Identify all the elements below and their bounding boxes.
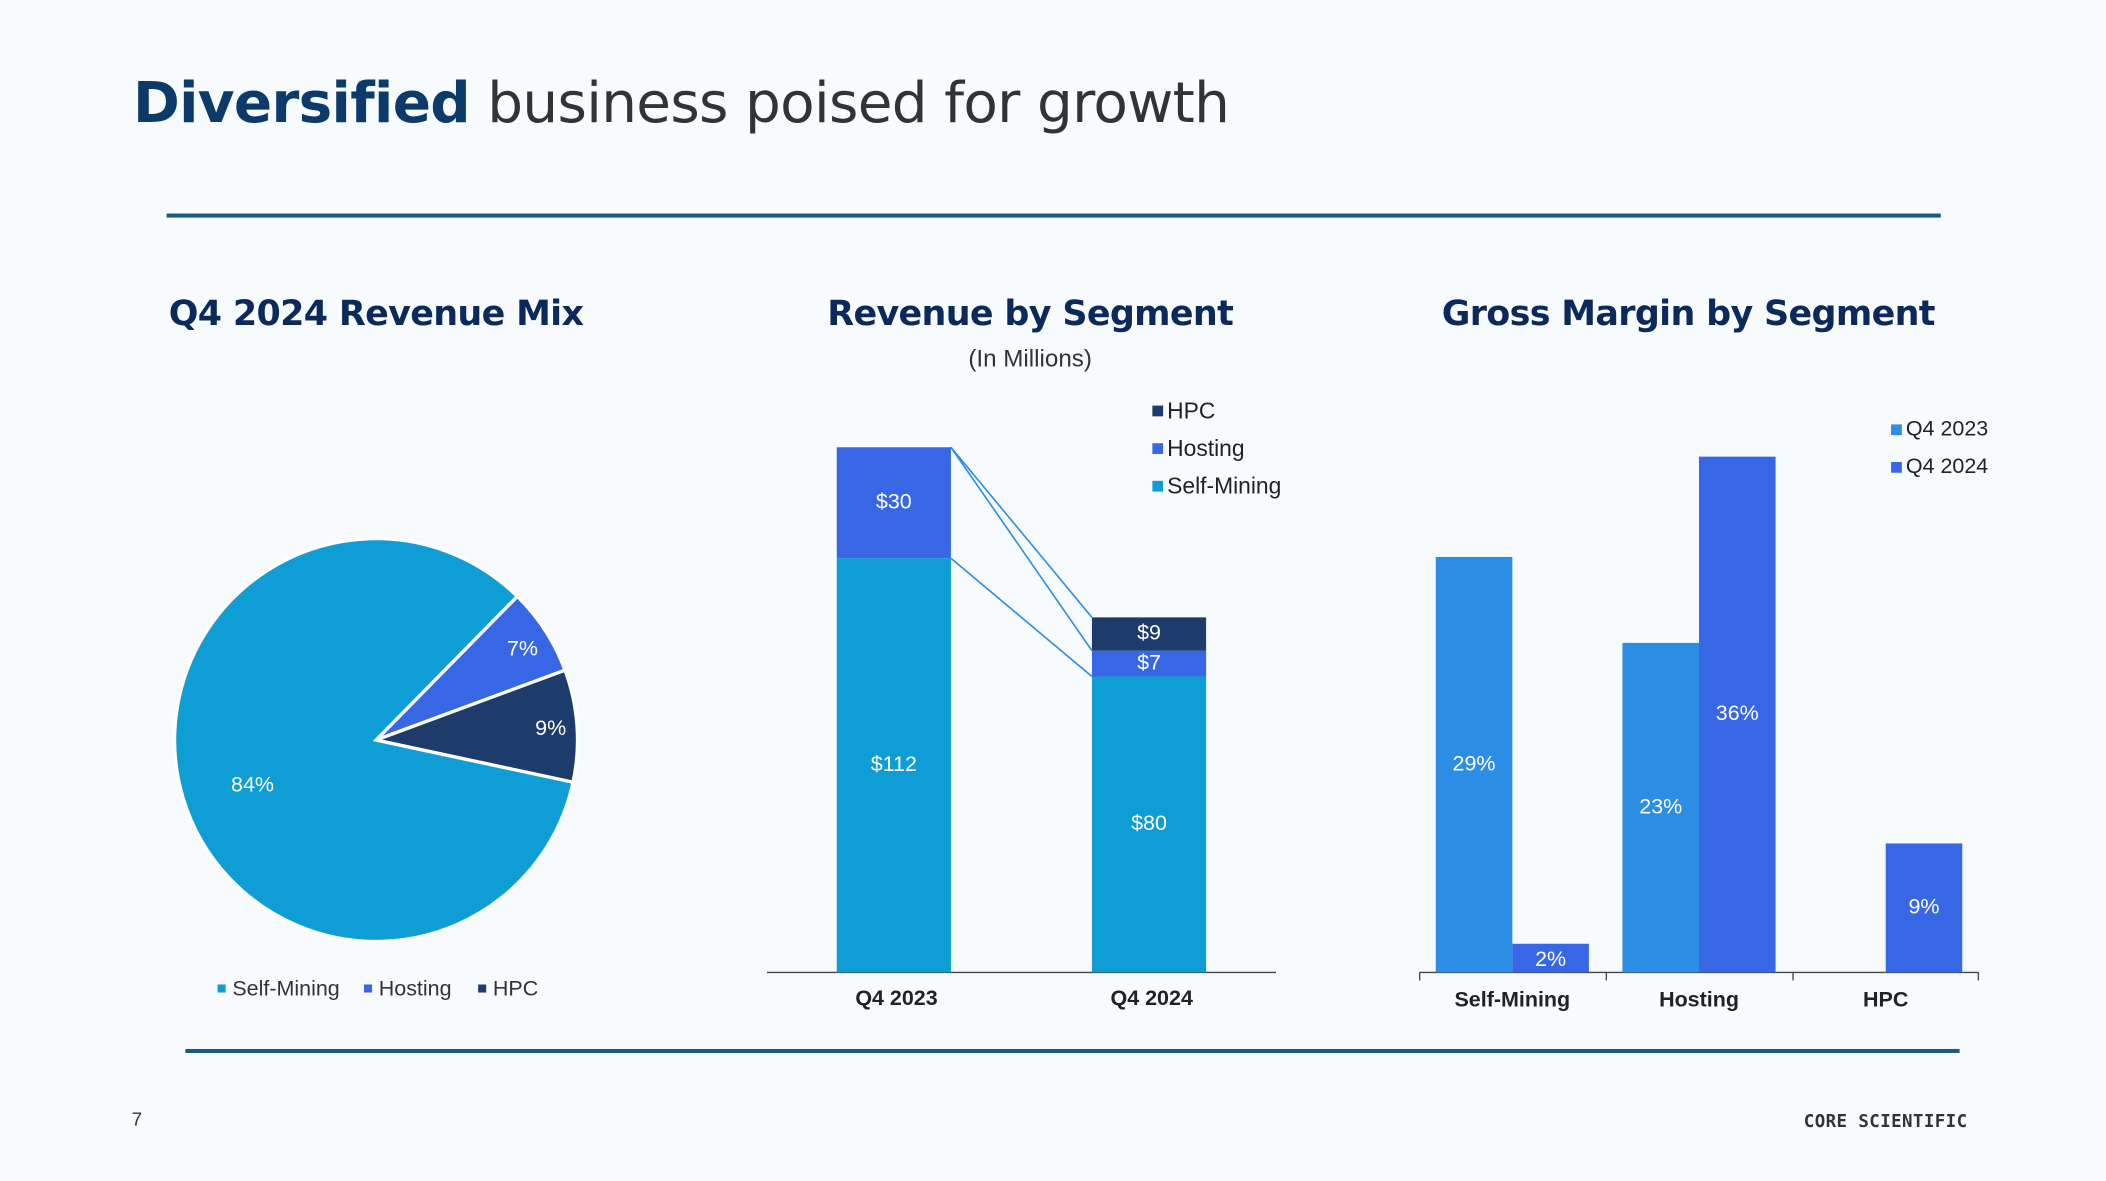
bar-q4-2023-hosting: [1622, 642, 1700, 973]
data-label: $9: [1137, 621, 1161, 645]
legend-label-hpc: HPC: [493, 977, 538, 1001]
revenue-chart-subtitle: (In Millions): [968, 345, 1092, 373]
data-label: 2%: [1535, 947, 1566, 971]
legend-label: Q4 2024: [1906, 454, 1988, 478]
connector-line: [950, 446, 1093, 652]
top-divider: [166, 213, 1941, 218]
x-tick-label: HPC: [1863, 987, 1908, 1011]
legend-label: Self-Mining: [1167, 473, 1281, 499]
x-tick-label: Q4 2024: [1111, 986, 1193, 1010]
legend-label: Hosting: [1167, 435, 1244, 461]
bar-hosting-q4-2024: [1091, 650, 1207, 677]
bar-q4-2024-hosting: [1699, 456, 1776, 973]
pie-label-hosting: 7%: [507, 637, 538, 661]
slide-title: Diversified business poised for growth: [132, 69, 1230, 136]
bar-self-mining-q4-2023: [836, 558, 951, 973]
bottom-divider: [185, 1048, 1960, 1053]
pie-slice-hpc: [370, 667, 580, 785]
legend-swatch-self-mining: [217, 984, 226, 993]
revenue-chart-title: Revenue by Segment: [827, 294, 1234, 335]
legend-swatch-hosting: [363, 984, 373, 993]
legend-swatch: [1152, 480, 1164, 492]
connector-line: [950, 446, 1093, 618]
data-label: $112: [871, 752, 917, 776]
core-scientific-logo: CORE SCIENTIFIC: [1803, 1112, 1968, 1133]
pie-label-hpc: 9%: [535, 716, 566, 740]
data-label: $30: [876, 489, 912, 513]
margin-chart-title: Gross Margin by Segment: [1441, 294, 1936, 335]
legend-swatch: [1152, 405, 1164, 417]
data-label: $80: [1131, 811, 1167, 835]
x-tick-label: Hosting: [1659, 987, 1739, 1011]
legend-label-hosting: Hosting: [379, 977, 452, 1001]
legend-swatch: [1152, 443, 1164, 454]
connector-line: [950, 557, 1093, 678]
pie-chart-title: Q4 2024 Revenue Mix: [168, 294, 584, 335]
pie-label-self-mining: 84%: [231, 772, 274, 796]
data-label: 9%: [1908, 895, 1939, 919]
data-label: 23%: [1639, 794, 1682, 818]
bar-q4-2024-hpc: [1885, 843, 1963, 973]
pie-slice-self-mining: [172, 536, 576, 944]
legend-swatch: [1891, 424, 1902, 436]
legend-label: HPC: [1167, 397, 1215, 423]
bar-hosting-q4-2023: [836, 447, 951, 559]
bar-q4-2024-self-mining: [1512, 943, 1589, 973]
bar-hpc-q4-2024: [1091, 617, 1207, 651]
data-label: 29%: [1453, 751, 1496, 775]
x-tick-label: Q4 2023: [855, 986, 937, 1010]
x-tick-label: Self-Mining: [1454, 987, 1570, 1011]
legend-label-self-mining: Self-Mining: [232, 977, 339, 1001]
legend-swatch: [1891, 462, 1902, 473]
bar-self-mining-q4-2024: [1091, 676, 1207, 973]
data-label: $7: [1137, 650, 1161, 674]
legend-label: Q4 2023: [1906, 416, 1988, 440]
legend-swatch-hpc: [478, 984, 487, 993]
data-label: 36%: [1716, 701, 1759, 725]
bar-q4-2023-self-mining: [1435, 556, 1513, 973]
page-number: 7: [131, 1108, 143, 1130]
